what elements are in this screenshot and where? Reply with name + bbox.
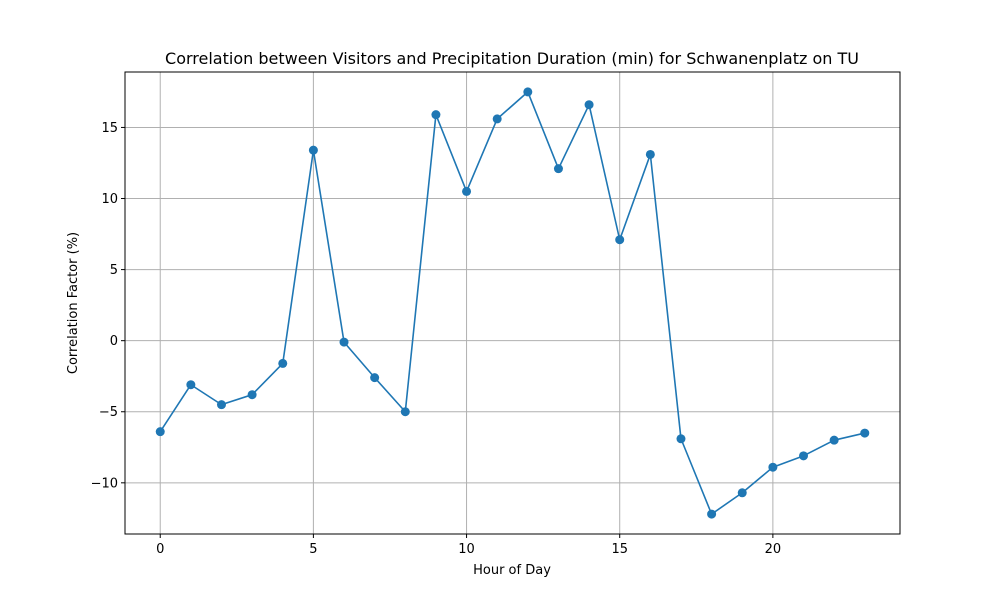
data-point (676, 434, 686, 444)
data-point (737, 488, 747, 498)
data-point (645, 149, 655, 159)
data-point (829, 435, 839, 445)
x-tick-label: 20 (765, 542, 782, 557)
data-point (768, 462, 778, 472)
data-point (799, 451, 809, 461)
data-point (370, 373, 380, 383)
data-point (339, 337, 349, 347)
y-axis-label: Correlation Factor (%) (66, 232, 81, 374)
x-axis-label: Hour of Day (473, 563, 551, 578)
data-point (186, 380, 196, 390)
data-point (462, 186, 472, 196)
plot-frame (124, 71, 901, 535)
x-tick-label: 5 (309, 542, 317, 557)
x-axis: 0 5 10 15 20 (156, 534, 781, 557)
data-point (247, 390, 257, 400)
data-point (553, 164, 563, 174)
data-point (400, 407, 410, 417)
y-tick-label: −10 (91, 476, 118, 491)
data-point (523, 87, 533, 97)
data-point (860, 428, 870, 438)
y-tick-label: −5 (99, 405, 118, 420)
data-point (308, 145, 318, 155)
series-line (159, 91, 865, 515)
data-point (707, 509, 717, 519)
y-tick-label: 0 (110, 334, 118, 349)
data-point (584, 100, 594, 110)
grid (125, 72, 900, 534)
y-tick-label: 15 (101, 121, 118, 136)
data-point (431, 110, 441, 120)
data-point (615, 235, 625, 245)
y-axis: −10 −5 0 5 10 15 (91, 121, 125, 491)
y-tick-label: 10 (101, 192, 118, 207)
data-point (278, 358, 288, 368)
x-tick-label: 0 (156, 542, 164, 557)
data-point (216, 400, 226, 410)
chart-title: Correlation between Visitors and Precipi… (165, 49, 859, 68)
series-layer (155, 87, 870, 519)
data-point (155, 427, 165, 437)
y-tick-label: 5 (110, 263, 118, 278)
x-tick-label: 10 (458, 542, 475, 557)
data-point (492, 114, 502, 124)
x-tick-label: 15 (611, 542, 628, 557)
